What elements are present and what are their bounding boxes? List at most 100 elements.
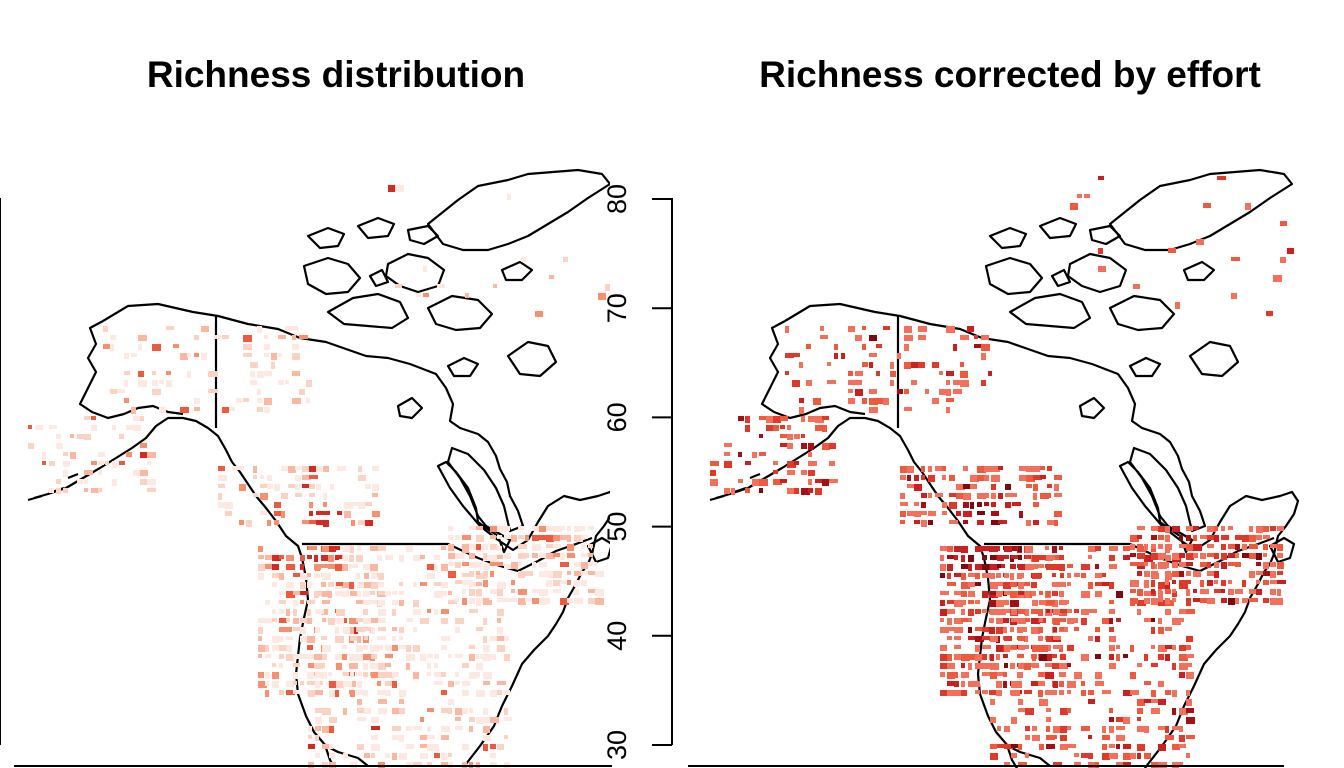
richness-cell [946, 326, 955, 333]
richness-cell [907, 511, 914, 516]
richness-cell [914, 484, 922, 491]
richness-cell [1024, 690, 1032, 694]
richness-cell [1203, 203, 1211, 208]
richness-cell [997, 726, 1001, 731]
richness-cell [1179, 571, 1184, 577]
richness-cell [954, 627, 963, 633]
richness-cell [455, 672, 459, 677]
richness-cell [364, 708, 371, 714]
richness-cell [785, 326, 789, 333]
richness-cell [1235, 598, 1239, 604]
richness-cell [1144, 753, 1151, 759]
richness-cell [1158, 562, 1167, 569]
richness-cell [308, 546, 317, 550]
richness-cell [1088, 753, 1093, 759]
richness-cell [1010, 573, 1014, 580]
richness-cell [1137, 571, 1142, 576]
richness-cell [1256, 553, 1262, 560]
richness-cell [1005, 502, 1011, 508]
richness-cell [1221, 598, 1227, 603]
richness-cell [1179, 726, 1183, 732]
richness-cell [1088, 546, 1096, 552]
richness-cell [1004, 663, 1008, 668]
richness-cell [808, 479, 812, 485]
richness-cell [342, 582, 349, 588]
richness-cell [1019, 475, 1026, 481]
richness-cell [371, 726, 380, 730]
richness-cell [84, 416, 90, 420]
richness-cell [914, 475, 919, 481]
richness-cell [1158, 744, 1166, 751]
richness-cell [307, 600, 315, 604]
richness-cell [140, 452, 147, 458]
richness-cell [1165, 555, 1171, 561]
richness-cell [316, 484, 321, 490]
richness-cell [140, 479, 148, 485]
richness-cell [1256, 526, 1263, 533]
richness-cell [1158, 600, 1165, 606]
richness-cell [378, 699, 387, 704]
richness-cell [954, 672, 958, 678]
richness-cell [1242, 553, 1251, 558]
richness-cell [258, 618, 267, 623]
richness-cell [928, 493, 932, 498]
richness-cell [1018, 555, 1022, 560]
richness-cell [427, 744, 435, 751]
richness-cell [946, 380, 950, 385]
richness-cell [947, 600, 955, 604]
richness-cell [588, 544, 593, 548]
richness-cell [940, 591, 949, 595]
richness-cell [399, 555, 404, 562]
richness-cell [315, 609, 324, 614]
richness-cell [350, 690, 355, 697]
richness-cell [364, 645, 368, 650]
richness-cell [1235, 553, 1239, 558]
richness-cell [1123, 762, 1131, 767]
richness-cell [953, 344, 957, 351]
richness-cell [84, 434, 91, 440]
richness-cell [483, 672, 492, 679]
richness-cell [357, 717, 366, 721]
richness-cell [963, 484, 970, 489]
richness-cell [1123, 744, 1131, 749]
richness-cell [1032, 591, 1036, 596]
richness-cell [947, 672, 955, 679]
richness-cell [954, 690, 963, 696]
richness-cell [862, 398, 867, 404]
richness-cell [1109, 708, 1113, 713]
richness-cell [787, 488, 796, 494]
richness-cell [497, 555, 503, 559]
richness-cell [996, 681, 1002, 688]
richness-cell [1047, 466, 1052, 471]
richness-cell [1130, 562, 1137, 566]
richness-cell [989, 690, 998, 695]
richness-cell [991, 475, 1000, 482]
richness-cell [1242, 580, 1246, 587]
richness-cell [406, 726, 412, 731]
richness-cell [218, 484, 225, 488]
richness-cell [1263, 553, 1267, 557]
richness-cell [518, 562, 522, 566]
richness-cell [309, 511, 313, 516]
richness-cell [546, 571, 554, 578]
richness-cell [954, 654, 961, 660]
richness-cell [1196, 239, 1204, 245]
richness-cell [947, 546, 953, 552]
richness-cell [862, 362, 868, 367]
richness-cell [257, 389, 261, 395]
richness-cell [1003, 600, 1009, 605]
richness-cell [356, 573, 360, 579]
richness-cell [1011, 753, 1017, 758]
richness-cell [1228, 589, 1234, 595]
richness-cell [560, 598, 569, 605]
richness-cell [1040, 466, 1045, 470]
richness-cell [292, 398, 301, 404]
richness-cell [1109, 645, 1115, 651]
richness-cell [1172, 553, 1180, 560]
richness-cell [1172, 591, 1177, 597]
richness-cell [385, 672, 394, 678]
richness-cell [70, 452, 76, 459]
richness-cell [1018, 744, 1022, 750]
richness-cell [940, 555, 944, 561]
richness-cell [307, 555, 312, 559]
